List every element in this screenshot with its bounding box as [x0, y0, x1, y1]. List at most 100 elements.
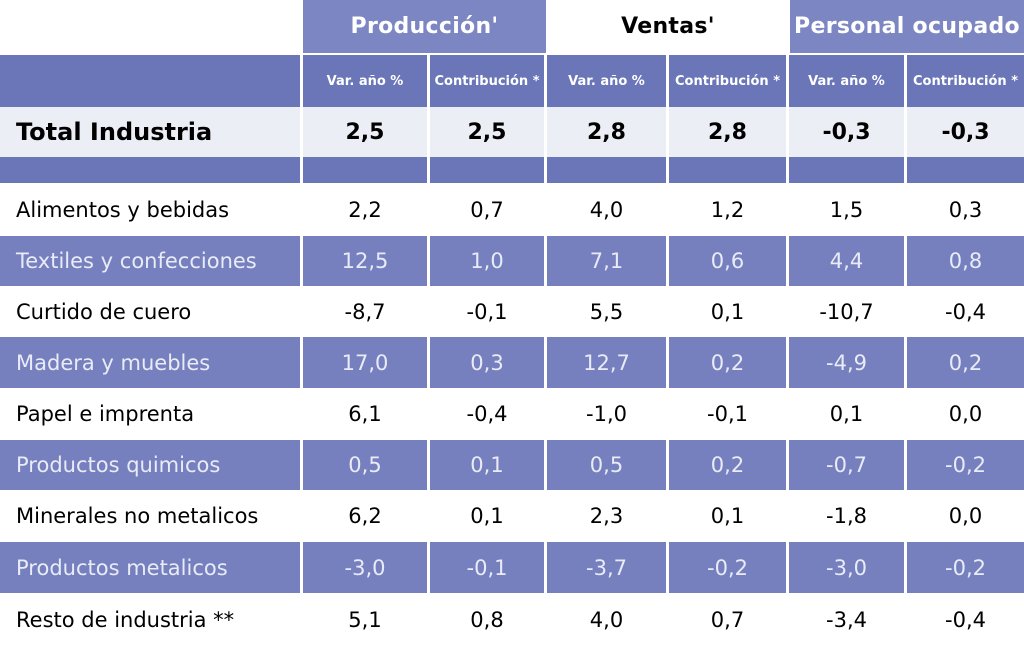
row-value: 0,7	[669, 594, 789, 646]
row-value: -0,2	[907, 542, 1024, 593]
row-value: 5,1	[303, 594, 430, 646]
spacer-band	[0, 157, 1024, 183]
total-label: Total Industria	[0, 107, 303, 157]
total-value: 2,5	[430, 107, 547, 157]
total-row: Total Industria 2,5 2,5 2,8 2,8 -0,3 -0,…	[0, 107, 1024, 157]
row-value: 6,1	[303, 389, 430, 439]
group-ventas: Ventas'	[548, 0, 790, 53]
row-label: Productos metalicos	[0, 542, 303, 593]
row-value: 0,5	[547, 440, 669, 490]
group-personal-ocupado: Personal ocupado	[789, 0, 1024, 53]
row-value: 5,5	[547, 287, 669, 336]
row-value: 2,2	[303, 185, 430, 235]
spacer-cell	[0, 157, 303, 183]
spacer-cell	[430, 157, 547, 183]
row-value: 0,0	[907, 491, 1024, 541]
table-row: Minerales no metalicos 6,2 0,1 2,3 0,1 -1,8 0,…	[0, 491, 1024, 541]
total-value: 2,5	[303, 107, 430, 157]
table-row: Curtido de cuero -8,7 -0,1 5,5 0,1 -10,7 -0,4	[0, 287, 1024, 336]
row-value: -0,1	[669, 389, 789, 439]
row-value: 0,2	[669, 337, 789, 388]
group-header-row: Producción' Ventas' Personal ocupado	[0, 0, 1024, 53]
row-value: -3,4	[789, 594, 907, 646]
row-value: 0,1	[430, 440, 547, 490]
row-value: -3,0	[789, 542, 907, 593]
row-value: 4,0	[547, 594, 669, 646]
row-value: -0,4	[907, 594, 1024, 646]
table-row: Madera y muebles 17,0 0,3 12,7 0,2 -4,9 0,2	[0, 337, 1024, 388]
row-label: Textiles y confecciones	[0, 236, 303, 286]
row-value: 0,7	[430, 185, 547, 235]
row-label: Resto de industria **	[0, 594, 303, 646]
total-value: -0,3	[907, 107, 1024, 157]
row-value: 0,0	[907, 389, 1024, 439]
row-value: -0,4	[430, 389, 547, 439]
spacer-cell	[669, 157, 789, 183]
table-row: Productos metalicos -3,0 -0,1 -3,7 -0,2 -3,0-…	[0, 542, 1024, 593]
total-value: -0,3	[789, 107, 907, 157]
row-value: -0,2	[907, 440, 1024, 490]
row-label: Madera y muebles	[0, 337, 303, 388]
row-value: -0,2	[669, 542, 789, 593]
row-value: -0,1	[430, 287, 547, 336]
row-value: -0,7	[789, 440, 907, 490]
row-value: -0,4	[907, 287, 1024, 336]
column-header: Var. año %	[303, 55, 430, 107]
table-row: Alimentos y bebidas 2,2 0,7 4,0 1,2 1,5 0,3	[0, 185, 1024, 235]
row-value: 0,5	[303, 440, 430, 490]
row-value: -0,1	[430, 542, 547, 593]
column-header-row: Var. año % Contribución * Var. año % Con…	[0, 55, 1024, 107]
row-value: 0,8	[907, 236, 1024, 286]
spacer-cell	[303, 157, 430, 183]
row-value: -10,7	[789, 287, 907, 336]
row-label: Papel e imprenta	[0, 389, 303, 439]
row-value: -3,0	[303, 542, 430, 593]
row-value: 1,2	[669, 185, 789, 235]
row-value: 0,6	[669, 236, 789, 286]
row-value: 12,5	[303, 236, 430, 286]
row-value: 0,1	[669, 287, 789, 336]
row-value: 0,1	[669, 491, 789, 541]
row-value: 0,3	[430, 337, 547, 388]
column-header: Var. año %	[789, 55, 907, 107]
row-value: 1,5	[789, 185, 907, 235]
row-value: 0,1	[789, 389, 907, 439]
table-row: Productos quimicos 0,5 0,1 0,5 0,2 -0,7 -0,2	[0, 440, 1024, 490]
row-value: -8,7	[303, 287, 430, 336]
row-value: -4,9	[789, 337, 907, 388]
row-value: 0,1	[430, 491, 547, 541]
row-label: Curtido de cuero	[0, 287, 303, 336]
row-value: 0,2	[669, 440, 789, 490]
total-value: 2,8	[547, 107, 669, 157]
row-value: 0,3	[907, 185, 1024, 235]
table-row: Papel e imprenta 6,1 -0,4 -1,0 -0,1 0,1 0,0	[0, 389, 1024, 439]
row-value: -1,0	[547, 389, 669, 439]
row-value: 4,0	[547, 185, 669, 235]
column-header: Contribución *	[907, 55, 1024, 107]
row-label: Minerales no metalicos	[0, 491, 303, 541]
row-label: Productos quimicos	[0, 440, 303, 490]
total-value: 2,8	[669, 107, 789, 157]
group-produccion: Producción'	[303, 0, 549, 53]
spacer-cell	[547, 157, 669, 183]
row-value: 6,2	[303, 491, 430, 541]
column-header: Var. año %	[547, 55, 669, 107]
column-header: Contribución *	[430, 55, 547, 107]
row-value: 1,0	[430, 236, 547, 286]
row-value: 7,1	[547, 236, 669, 286]
row-value: 12,7	[547, 337, 669, 388]
row-value: 2,3	[547, 491, 669, 541]
row-value: -3,7	[547, 542, 669, 593]
table-row: Textiles y confecciones 12,5 1,0 7,1 0,6 4,4 0…	[0, 236, 1024, 286]
column-header: Contribución *	[669, 55, 789, 107]
row-value: 4,4	[789, 236, 907, 286]
row-value: 0,2	[907, 337, 1024, 388]
header-label-cell	[0, 55, 303, 107]
row-value: 0,8	[430, 594, 547, 646]
spacer-cell	[907, 157, 1024, 183]
row-value: 17,0	[303, 337, 430, 388]
spacer-cell	[789, 157, 907, 183]
table-row: Resto de industria ** 5,1 0,8 4,0 0,7 -3,4 -0,…	[0, 594, 1024, 646]
row-value: -1,8	[789, 491, 907, 541]
